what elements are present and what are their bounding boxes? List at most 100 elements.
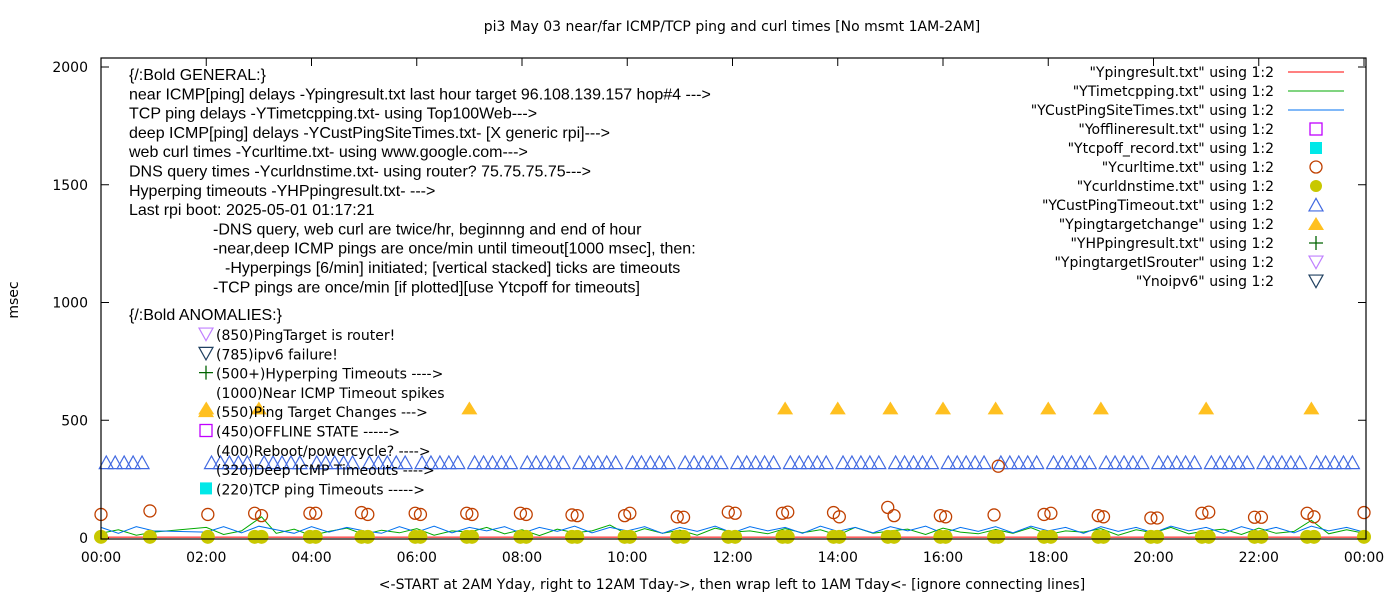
- y-tick-label: 500: [61, 413, 88, 429]
- ycurltime-point: [987, 508, 1001, 522]
- ycustpingtimeout-point: [1054, 454, 1071, 470]
- legend-label: "YpingtargetISrouter" using 1:2: [1054, 255, 1274, 271]
- ycustpingtimeout-point: [896, 454, 913, 470]
- ycustpingtimeout-point: [1326, 454, 1343, 470]
- ycurltime-point: [1037, 507, 1051, 522]
- open-down-triangle-icon: [197, 346, 215, 362]
- plot-area: [94, 401, 1371, 544]
- annotation-general-line: web curl times -Ycurltime.txt- using www…: [128, 144, 528, 161]
- ycurltime-point: [881, 500, 895, 515]
- y-tick-label: 1000: [52, 296, 88, 312]
- ycustpingtimeout-point: [431, 454, 448, 470]
- ycurldnstime-point: [142, 529, 157, 544]
- ycurltime-point: [143, 504, 157, 518]
- legend-label: "YHPpingresult.txt" using 1:2: [1070, 236, 1274, 252]
- legend-label: "YTimetcpping.txt" using 1:2: [1073, 84, 1274, 100]
- ycustpingtimeout-point: [923, 454, 940, 470]
- ycustpingtimeout-point: [134, 454, 151, 470]
- ycurldnstime-point: [570, 529, 585, 544]
- ycustpingtimeout-point: [502, 454, 519, 470]
- legend-plus-icon: [1309, 236, 1323, 250]
- ycurltime-point: [1091, 508, 1105, 523]
- ycustpingtimeout-point: [413, 454, 431, 470]
- x-tick-label: 12:00: [712, 550, 752, 566]
- ycurltime-point: [887, 508, 901, 523]
- y-tick-label: 0: [79, 531, 88, 547]
- ycurltime-point: [938, 510, 953, 524]
- ycustpingtimeout-point: [344, 454, 361, 470]
- ycustpingtimeout-point: [475, 454, 492, 470]
- ycurldnstime-point: [413, 529, 428, 544]
- ycustpingtimeout-point: [633, 454, 650, 470]
- ycurltime-point: [570, 508, 584, 523]
- legend-open-circle-icon: [1309, 160, 1323, 174]
- ypingtargetchange-point: [987, 401, 1004, 415]
- x-axis-label: <-START at 2AM Yday, right to 12AM Tday-…: [379, 577, 1085, 593]
- ycustpingtimeout-point: [221, 454, 238, 470]
- x-tick-label: 00:00: [81, 550, 121, 566]
- ycurltime-point: [361, 507, 375, 522]
- legend-label: "Ycurltime.txt" using 1:2: [1102, 160, 1274, 176]
- legend-label: "Ypingtargetchange" using 1:2: [1059, 217, 1274, 233]
- ycurltime-point: [728, 506, 742, 520]
- x-tick-label: 18:00: [1028, 550, 1068, 566]
- ycustpingtimeout-point: [107, 454, 124, 470]
- ycustpingtimeout-point: [686, 454, 703, 470]
- ycustpingtimeout-point: [914, 454, 931, 470]
- ypingtargetchange-point: [1040, 401, 1057, 415]
- annotation-anomaly-line: (785)ipv6 failure!: [216, 347, 338, 363]
- ycustpingtimeout-point: [528, 454, 545, 470]
- ycustpingtimeout-point: [651, 454, 668, 470]
- y-axis-label: msec: [6, 281, 22, 318]
- legend-label: "YCustPingTimeout.txt" using 1:2: [1042, 198, 1274, 214]
- ycustpingtimeout-point: [1150, 454, 1167, 470]
- ycustpingtimeout-point: [1255, 454, 1273, 470]
- legend-open-square-icon: [1309, 122, 1323, 136]
- ycurltime-point: [248, 506, 262, 520]
- legend-label: "YCustPingSiteTimes.txt" using 1:2: [1031, 103, 1274, 119]
- ycurltime-point: [354, 505, 369, 520]
- ycustpingtimeout-point: [1081, 454, 1098, 470]
- ycustpingtimeout-point: [580, 454, 597, 470]
- ycurltime-point: [408, 506, 422, 520]
- annotation-general-line: -near,deep ICMP pings are once/min until…: [213, 241, 696, 258]
- ycustpingtimeout-point: [1072, 454, 1089, 470]
- x-tick-label: 00:00: [1344, 550, 1384, 566]
- ycustpingtimeout-point: [239, 454, 256, 470]
- annotation-general-line: {/:Bold GENERAL:}: [129, 67, 267, 84]
- ycustpingtimeout-point: [1212, 454, 1229, 470]
- ycustpingtimeout-point: [537, 454, 554, 470]
- ycurldnstime-point: [622, 529, 637, 544]
- ycustpingtimeout-point: [782, 454, 799, 470]
- ycurldnstime-point: [1357, 529, 1371, 544]
- ycustpingtimeout-point: [607, 454, 624, 470]
- ycustpingtimeout-point: [1308, 454, 1325, 470]
- ycustpingtimeout-point: [1221, 454, 1238, 470]
- ycustpingtimeout-point: [317, 454, 334, 470]
- ycustpingtimeout-point: [695, 454, 712, 470]
- annotation-general-line: deep ICMP[ping] delays -YCustPingSiteTim…: [129, 125, 610, 142]
- ycustpingtimeout-point: [598, 454, 615, 470]
- legend-label: "Yofflineresult.txt" using 1:2: [1078, 122, 1274, 138]
- ycustpingtimeout-point: [1107, 454, 1124, 470]
- ycurltime-point: [254, 508, 269, 523]
- ycurldnstime-point: [200, 529, 215, 544]
- ycurldnstime-point: [1307, 529, 1322, 544]
- ypingtargetchange-point: [461, 401, 478, 415]
- ycustpingtimeout-point: [546, 454, 563, 470]
- ycurldnstime-point: [254, 529, 269, 544]
- ycurltime-point: [721, 505, 735, 519]
- ycurltime-point: [1300, 506, 1314, 520]
- legend-label: "Ynoipv6" using 1:2: [1136, 274, 1274, 290]
- ycurltime-point: [565, 508, 579, 522]
- ycurldnstime-point: [991, 529, 1006, 544]
- ycustpingtimeout-point: [1203, 454, 1220, 470]
- ycustpingtimeout-point: [212, 454, 229, 470]
- ypingtargetchange-point: [1092, 401, 1109, 415]
- ycustpingtimeout-point: [1291, 454, 1308, 470]
- legend-filled-triangle-icon: [1308, 217, 1324, 230]
- ycurldnstime-point: [832, 529, 847, 544]
- ycurltime-point: [1247, 510, 1262, 524]
- ycustpingtimeout-point: [555, 454, 572, 470]
